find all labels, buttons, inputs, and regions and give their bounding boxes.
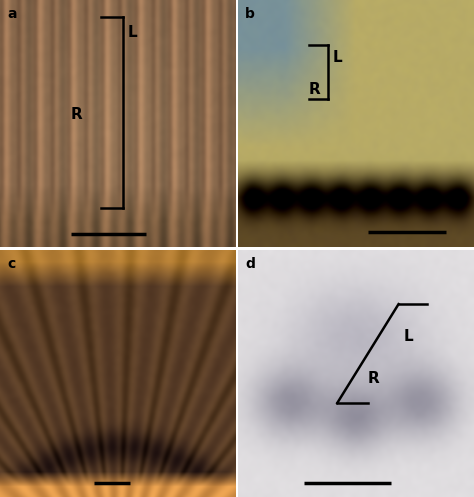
- Text: R: R: [71, 107, 82, 122]
- Text: R: R: [368, 371, 380, 386]
- Text: L: L: [403, 329, 413, 344]
- Text: b: b: [245, 7, 255, 21]
- Text: L: L: [332, 50, 342, 65]
- Text: c: c: [7, 257, 15, 271]
- Text: R: R: [309, 82, 321, 97]
- Text: L: L: [128, 25, 137, 40]
- Text: a: a: [7, 7, 17, 21]
- Text: d: d: [245, 257, 255, 271]
